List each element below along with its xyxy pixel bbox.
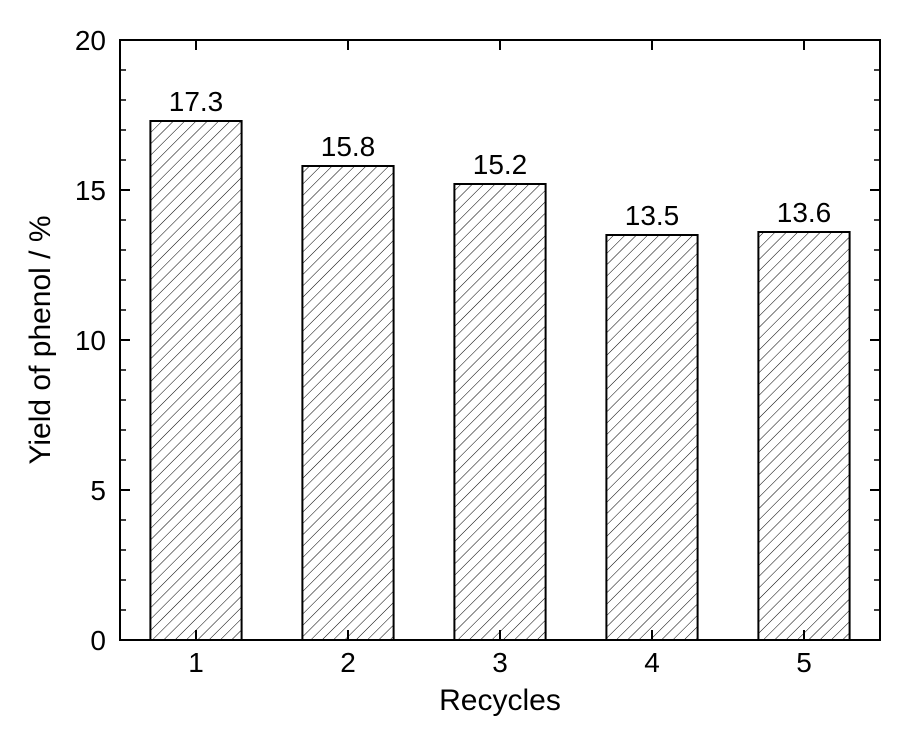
bar <box>302 166 393 640</box>
x-tick-label: 4 <box>644 647 660 678</box>
y-tick-label: 0 <box>90 625 106 656</box>
bar-value-label: 13.5 <box>625 200 680 231</box>
y-tick-label: 10 <box>75 325 106 356</box>
x-tick-label: 3 <box>492 647 508 678</box>
chart-container: 17.3 15.8 15.2 13.5 13.6 0 5 10 15 20 1 2 3 4 5 Recycle… <box>0 0 917 737</box>
y-axis-label: Yield of phenol / % <box>24 215 57 464</box>
x-tick-label: 1 <box>188 647 204 678</box>
bar-value-label: 17.3 <box>169 86 224 117</box>
x-axis-label: Recycles <box>439 684 561 717</box>
bar-chart: 17.3 15.8 15.2 13.5 13.6 0 5 10 15 20 1 2 3 4 5 Recycle… <box>0 0 917 737</box>
bar <box>454 184 545 640</box>
bar <box>758 232 849 640</box>
y-tick-label: 5 <box>90 475 106 506</box>
x-tick-label: 2 <box>340 647 356 678</box>
bar-value-label: 15.8 <box>321 131 376 162</box>
bar <box>606 235 697 640</box>
bar-value-label: 13.6 <box>777 197 832 228</box>
y-tick-label: 15 <box>75 175 106 206</box>
y-tick-label: 20 <box>75 25 106 56</box>
bar-value-label: 15.2 <box>473 149 528 180</box>
bar <box>150 121 241 640</box>
x-tick-label: 5 <box>796 647 812 678</box>
